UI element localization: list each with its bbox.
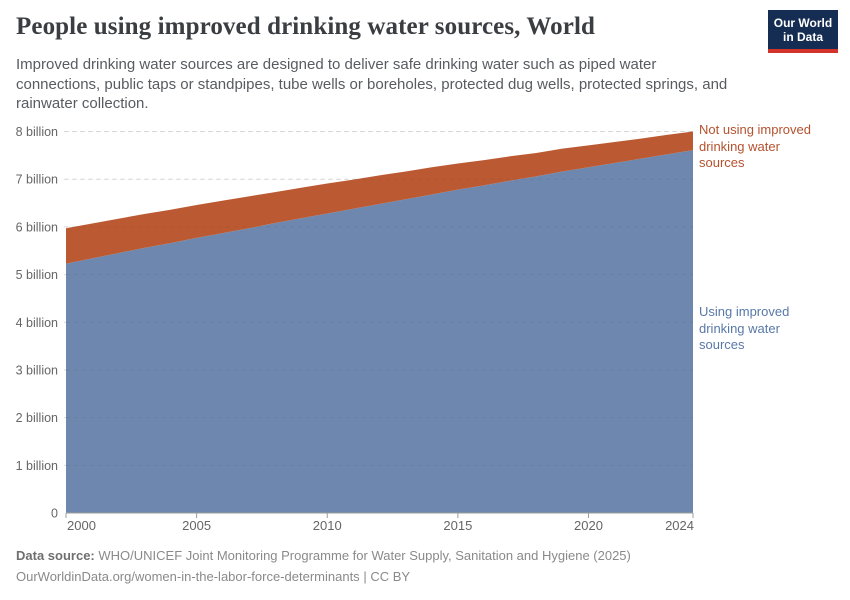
series-label-using-improved: Using improved drinking water sources <box>699 304 790 352</box>
data-source-line: Data source: WHO/UNICEF Joint Monitoring… <box>16 545 816 566</box>
y-tick-label-0: 0 <box>51 507 58 521</box>
y-tick-label-8: 8 billion <box>16 125 58 139</box>
owid-logo-line2: in Data <box>782 29 823 44</box>
separator: | <box>363 569 367 584</box>
y-tick-label-6: 6 billion <box>16 220 58 234</box>
area-not-using-improved-drinking-water-sources[interactable] <box>66 131 693 264</box>
area-using-improved-drinking-water-sources[interactable] <box>66 150 693 513</box>
owid-logo-line1: Our World <box>773 15 833 30</box>
data-source-text: WHO/UNICEF Joint Monitoring Programme fo… <box>98 548 631 563</box>
chart-footer: Data source: WHO/UNICEF Joint Monitoring… <box>16 545 816 587</box>
x-tick-label-2005: 2005 <box>182 518 211 533</box>
owid-url-link[interactable]: OurWorldinData.org/women-in-the-labor-fo… <box>16 569 360 584</box>
owid-logo-box: Our World in Data <box>768 10 838 49</box>
x-tick-label-2010: 2010 <box>313 518 342 533</box>
y-tick-label-4: 4 billion <box>16 316 58 330</box>
y-tick-label-7: 7 billion <box>16 173 58 187</box>
y-tick-label-5: 5 billion <box>16 268 58 282</box>
license-label: CC BY <box>370 569 411 584</box>
owid-logo[interactable]: Our World in Data <box>768 10 838 53</box>
data-source-label: Data source: <box>16 548 95 563</box>
page-title: People using improved drinking water sou… <box>16 13 596 40</box>
y-tick-label-1: 1 billion <box>16 459 58 473</box>
x-tick-label-2024: 2024 <box>665 518 694 533</box>
y-tick-label-3: 3 billion <box>16 363 58 377</box>
x-tick-label-2000: 2000 <box>67 518 96 533</box>
owid-logo-accent-bar <box>768 49 838 53</box>
x-tick-label-2020: 2020 <box>574 518 603 533</box>
y-tick-label-2: 2 billion <box>16 411 58 425</box>
citation-line: OurWorldinData.org/women-in-the-labor-fo… <box>16 566 816 587</box>
chart-subtitle: Improved drinking water sources are desi… <box>16 56 728 112</box>
series-label-not-using-improved: Not using improved drinking water source… <box>699 122 811 170</box>
x-tick-label-2015: 2015 <box>443 518 472 533</box>
